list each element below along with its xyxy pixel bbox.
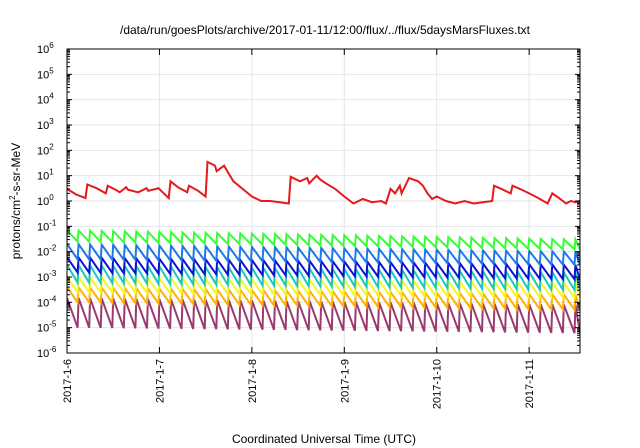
x-tick-label: 2017-1-6 [62,359,74,403]
x-axis-ticks: 2017-1-6 2017-1-7 2017-1-8 2017-1-9 2017-1-1… [62,49,536,409]
series-line-4 [67,254,580,283]
y-tick-label: 105 [37,66,54,81]
y-axis-label: protons/cm2-s-sr-MeV [8,143,23,259]
y-tick-label: 10-6 [37,345,57,360]
series-line-3 [67,261,580,294]
series-layer [67,160,580,334]
chart-title: /data/run/goesPlots/archive/2017-01-11/1… [120,23,531,37]
y-axis-ticks: 10-6 10-5 10-4 10-3 10-2 10-1 100 101 102 103 104 1… [37,41,580,360]
series-line-0 [67,297,580,334]
y-tick-label: 10-2 [37,244,57,259]
x-tick-label: 2017-1-11 [524,359,536,408]
series-line-6 [67,228,580,252]
series-line-5 [67,241,580,268]
y-tick-label: 101 [37,168,54,183]
x-tick-label: 2017-1-7 [154,359,166,403]
series-line-1 [67,284,580,313]
y-tick-label: 106 [37,41,54,56]
series-line-main [67,160,580,205]
y-tick-label: 10-1 [37,218,57,233]
y-tick-label: 10-3 [37,269,57,284]
y-tick-label: 104 [37,92,54,107]
x-tick-label: 2017-1-10 [432,359,444,409]
y-tick-label: 102 [37,142,54,157]
x-tick-label: 2017-1-8 [247,359,259,403]
y-tick-label: 100 [37,193,54,208]
y-tick-label: 103 [37,117,54,132]
y-tick-label: 10-4 [37,294,57,309]
x-axis-label: Coordinated Universal Time (UTC) [232,432,416,446]
x-tick-label: 2017-1-9 [339,359,351,403]
series-line-2 [67,274,580,301]
y-tick-label: 10-5 [37,320,57,335]
